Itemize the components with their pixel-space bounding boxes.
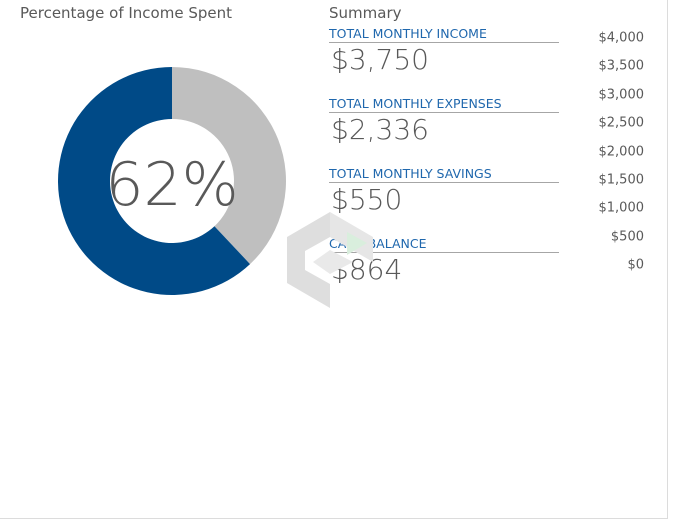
y-tick-label: $4,000 — [598, 30, 645, 46]
summary-savings: TOTAL MONTHLY SAVINGS $550 — [329, 166, 559, 234]
income-label: TOTAL MONTHLY INCOME — [329, 26, 559, 43]
y-tick-label: $3,500 — [598, 58, 645, 74]
y-tick-label: $3,000 — [598, 87, 645, 103]
y-tick-label: $2,500 — [598, 115, 645, 131]
donut-slice-spent — [57, 67, 251, 295]
expenses-value: $2,336 — [331, 113, 429, 146]
summary-expenses: TOTAL MONTHLY EXPENSES $2,336 — [329, 96, 559, 164]
y-tick-label: $0 — [627, 257, 644, 273]
donut-chart: 62% — [57, 67, 286, 295]
donut-center-label: 62% — [105, 150, 238, 220]
watermark-logo-icon — [287, 212, 373, 308]
y-tick-label: $500 — [610, 229, 644, 245]
summary-title: Summary — [329, 4, 402, 22]
summary-income: TOTAL MONTHLY INCOME $3,750 — [329, 26, 559, 94]
y-tick-label: $1,000 — [598, 200, 645, 216]
donut-chart-title: Percentage of Income Spent — [20, 4, 232, 22]
expenses-label: TOTAL MONTHLY EXPENSES — [329, 96, 559, 113]
donut-slice-remaining — [172, 67, 286, 265]
income-value: $3,750 — [331, 43, 429, 76]
y-tick-label: $1,500 — [598, 172, 645, 188]
savings-value: $550 — [331, 183, 403, 216]
y-tick-label: $2,000 — [598, 144, 645, 159]
savings-label: TOTAL MONTHLY SAVINGS — [329, 166, 559, 183]
bar-chart-y-axis: $4,000 $3,500 $3,000 $2,500 $2,000 $1,500 $1,0… — [560, 30, 645, 273]
